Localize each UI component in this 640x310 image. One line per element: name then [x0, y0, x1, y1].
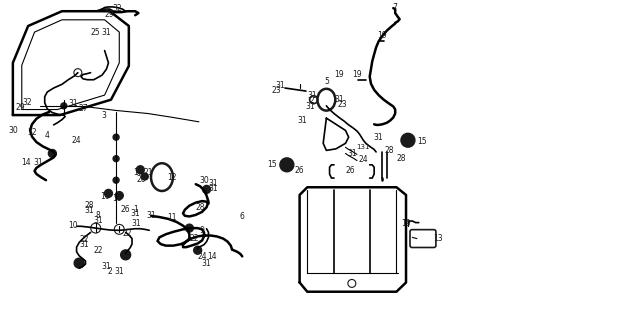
Circle shape: [115, 192, 124, 200]
Text: 19: 19: [378, 31, 387, 40]
Text: 31: 31: [298, 116, 307, 125]
Text: 31: 31: [102, 28, 111, 37]
Text: 6: 6: [240, 212, 244, 221]
Text: 31: 31: [308, 91, 317, 100]
Text: 28: 28: [84, 201, 94, 210]
Text: 23: 23: [337, 100, 347, 109]
Text: 26: 26: [295, 166, 305, 175]
Text: 32: 32: [113, 4, 122, 13]
Text: 32: 32: [22, 98, 32, 107]
Circle shape: [186, 224, 193, 232]
Circle shape: [141, 173, 148, 180]
Text: 30: 30: [8, 126, 18, 135]
Text: 31: 31: [68, 99, 77, 108]
Text: 4: 4: [45, 131, 50, 140]
Circle shape: [113, 177, 119, 183]
Text: 31: 31: [93, 216, 103, 225]
Text: 3: 3: [101, 111, 106, 120]
Text: 26: 26: [121, 205, 131, 214]
Text: 15: 15: [417, 137, 426, 146]
Circle shape: [121, 250, 131, 260]
Text: 31: 31: [84, 206, 94, 215]
Text: 22: 22: [123, 229, 132, 238]
Text: 19: 19: [334, 70, 344, 79]
Text: 15: 15: [267, 160, 276, 169]
Text: 31: 31: [347, 149, 356, 158]
Text: 28: 28: [384, 146, 394, 155]
Text: 31: 31: [276, 81, 285, 91]
Circle shape: [104, 189, 113, 197]
Text: 8: 8: [96, 211, 100, 220]
Circle shape: [136, 166, 144, 174]
Circle shape: [74, 258, 84, 268]
Text: 31: 31: [306, 102, 316, 111]
Circle shape: [280, 158, 294, 172]
Text: 28: 28: [195, 203, 205, 212]
Text: 18: 18: [113, 194, 122, 203]
Text: 19: 19: [401, 219, 411, 228]
Text: 9: 9: [200, 226, 205, 235]
Text: 14: 14: [207, 253, 216, 262]
Circle shape: [194, 246, 202, 254]
Circle shape: [49, 149, 56, 157]
Text: 2: 2: [310, 96, 315, 105]
Text: 21: 21: [143, 168, 153, 177]
Text: 19: 19: [352, 70, 362, 79]
Text: 13: 13: [433, 234, 443, 243]
Text: 10: 10: [68, 220, 77, 229]
Text: 22: 22: [93, 246, 103, 255]
Text: 31: 31: [102, 262, 111, 271]
Text: 31: 31: [202, 259, 211, 268]
Text: 17: 17: [134, 168, 143, 177]
Text: 24: 24: [358, 155, 368, 164]
Text: 27: 27: [78, 104, 88, 113]
Text: 32: 32: [27, 128, 36, 137]
Text: 28: 28: [397, 154, 406, 163]
Text: 31: 31: [334, 95, 344, 104]
Text: 14: 14: [20, 158, 31, 167]
Text: 23: 23: [272, 86, 282, 95]
Text: 7: 7: [393, 3, 397, 12]
Text: 31: 31: [208, 179, 218, 188]
Text: 29: 29: [16, 104, 26, 113]
Circle shape: [203, 185, 211, 193]
Text: 24: 24: [72, 136, 81, 145]
Text: 16: 16: [100, 192, 109, 201]
Text: 29: 29: [105, 10, 115, 19]
Text: 5: 5: [324, 77, 329, 86]
Circle shape: [61, 103, 67, 109]
Text: 31: 31: [374, 133, 383, 142]
Text: 2: 2: [108, 267, 112, 276]
Text: 31: 31: [208, 184, 218, 193]
Circle shape: [401, 133, 415, 147]
Text: 31: 31: [147, 211, 156, 220]
Text: 31: 31: [131, 210, 140, 219]
Text: 22: 22: [189, 234, 198, 243]
Text: 31: 31: [132, 219, 141, 228]
Text: 31: 31: [115, 267, 124, 276]
Text: 31: 31: [33, 158, 43, 167]
Text: 12: 12: [168, 173, 177, 182]
Text: 11: 11: [168, 213, 177, 222]
Text: 30: 30: [199, 176, 209, 185]
Text: 22: 22: [79, 235, 89, 244]
Text: 131: 131: [356, 144, 370, 150]
Text: 24: 24: [197, 253, 207, 262]
Text: 31: 31: [79, 240, 89, 249]
Text: 25: 25: [91, 28, 100, 37]
Circle shape: [113, 156, 119, 162]
Circle shape: [113, 134, 119, 140]
Text: 26: 26: [346, 166, 355, 175]
Text: 20: 20: [137, 175, 147, 184]
Text: 1: 1: [133, 205, 138, 214]
